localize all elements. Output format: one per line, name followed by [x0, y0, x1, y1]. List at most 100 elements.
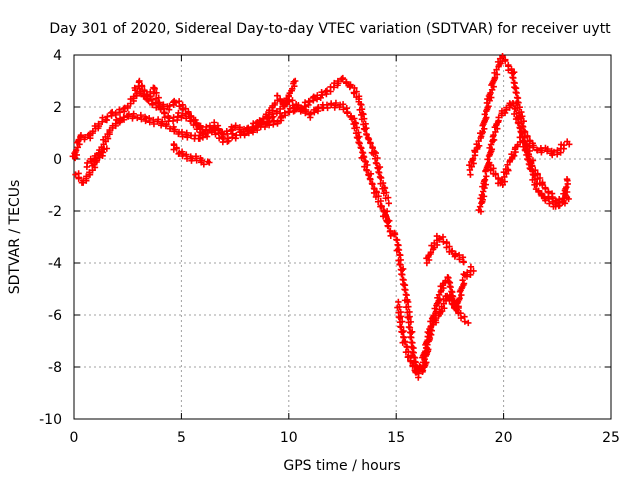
data-point [464, 269, 471, 276]
data-point [170, 114, 177, 121]
data-point [514, 143, 521, 150]
data-point [311, 109, 318, 116]
data-point [74, 138, 82, 145]
data-point [482, 181, 490, 188]
data-point [373, 188, 380, 195]
data-point [151, 84, 158, 92]
data-point [427, 250, 434, 258]
data-point [517, 128, 524, 135]
data-point [560, 141, 568, 149]
data-point [460, 259, 467, 266]
data-point [104, 113, 111, 120]
series-track-dip [394, 273, 472, 376]
data-point [456, 256, 463, 263]
data-point [120, 116, 128, 123]
x-tick-label: 25 [602, 430, 620, 446]
data-point [467, 263, 475, 270]
data-point [452, 300, 460, 307]
data-point [423, 338, 431, 345]
data-point [206, 159, 213, 166]
data-point [513, 110, 520, 117]
data-point [525, 152, 532, 160]
data-point [372, 159, 380, 167]
data-point [401, 338, 408, 345]
data-point [292, 77, 299, 85]
data-point [516, 134, 524, 141]
data-point [274, 92, 281, 99]
data-point [470, 267, 477, 275]
data-point [355, 95, 363, 103]
data-point [357, 144, 364, 151]
data-point [382, 213, 389, 220]
data-point [479, 188, 487, 195]
data-point [481, 184, 488, 192]
data-point [359, 149, 366, 156]
data-point [407, 318, 415, 326]
series-track-short-2 [170, 141, 213, 168]
data-point [378, 202, 385, 210]
data-point [166, 115, 173, 122]
data-point [150, 120, 158, 128]
data-point [353, 88, 360, 95]
data-point [383, 189, 390, 196]
data-point [409, 362, 416, 369]
data-point [519, 113, 526, 120]
data-point [510, 152, 518, 160]
data-point [352, 119, 359, 126]
data-point [398, 318, 406, 325]
x-tick-label: 10 [280, 430, 298, 446]
data-point [479, 122, 486, 129]
data-point [153, 89, 160, 97]
data-point [374, 154, 381, 162]
data-point [175, 109, 182, 117]
data-point [146, 119, 153, 126]
data-point [72, 148, 79, 156]
plot-frame [73, 54, 612, 420]
y-tick-label: -8 [48, 360, 62, 376]
data-point [138, 82, 146, 89]
data-point [302, 106, 310, 114]
data-point [448, 248, 455, 255]
data-point [319, 91, 326, 99]
data-point [84, 159, 91, 167]
data-point [95, 122, 103, 130]
data-point [489, 133, 497, 140]
data-point [160, 105, 168, 112]
data-point [460, 271, 467, 278]
data-point [200, 130, 207, 138]
data-point [206, 122, 214, 129]
data-point [178, 112, 186, 119]
series-track-dip-2 [484, 134, 572, 210]
data-point [372, 149, 380, 157]
data-point [172, 99, 180, 106]
data-point [550, 148, 558, 156]
data-point [393, 236, 400, 243]
data-point [436, 235, 443, 242]
data-point [353, 124, 361, 131]
data-point [170, 141, 178, 148]
data-point [511, 105, 518, 112]
data-point [492, 122, 500, 129]
data-point [529, 157, 537, 164]
data-point [407, 333, 414, 341]
data-point [384, 194, 392, 201]
data-point [516, 104, 523, 111]
data-point [171, 126, 179, 133]
y-tick-label: 2 [53, 100, 62, 116]
data-point [271, 101, 278, 109]
data-point [538, 190, 545, 197]
data-point [161, 114, 169, 121]
data-point [112, 122, 119, 130]
data-point [77, 132, 85, 139]
data-point [196, 135, 204, 142]
data-point [404, 298, 411, 305]
data-point [566, 141, 573, 148]
data-point [487, 141, 495, 148]
data-point [456, 288, 464, 295]
data-point [72, 171, 79, 178]
data-point [357, 100, 364, 108]
data-point [339, 74, 347, 82]
data-point [397, 313, 405, 320]
data-point [173, 144, 180, 151]
data-point [386, 217, 393, 224]
